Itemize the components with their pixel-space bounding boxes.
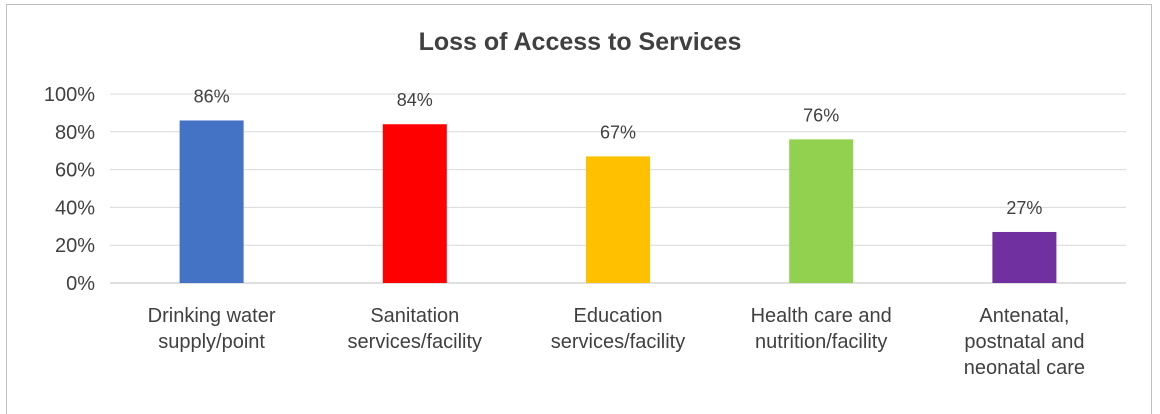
- bar: [179, 120, 244, 284]
- chart-title: Loss of Access to Services: [419, 28, 742, 56]
- category-label: Education services/facility: [551, 305, 685, 353]
- y-tick-label: 60%: [55, 160, 95, 182]
- y-tick-label: 80%: [55, 122, 95, 144]
- data-labels: 86% 84% 67% 76% 27%: [194, 86, 1043, 218]
- category-label: Health care and nutrition/facility: [751, 305, 892, 353]
- bar-chart: Loss of Access to Services 0% 20% 40% 60% 80…: [44, 28, 1126, 379]
- data-label: 84%: [397, 90, 433, 110]
- category-labels: Drinking water supply/point Sanitation serv…: [148, 305, 1085, 379]
- y-tick-label: 100%: [44, 84, 95, 106]
- bars: [179, 120, 1057, 284]
- data-label: 27%: [1006, 198, 1042, 218]
- bar: [586, 156, 650, 283]
- bar: [992, 231, 1057, 283]
- category-label: Drinking water supply/point: [148, 305, 276, 353]
- y-tick-label: 0%: [66, 273, 95, 295]
- category-label: Antenatal, postnatal and neonatal care: [964, 305, 1085, 379]
- y-tick-label: 20%: [55, 235, 95, 257]
- y-tick-label: 40%: [55, 197, 95, 219]
- data-label: 67%: [600, 122, 636, 142]
- category-label: Sanitation services/facility: [348, 305, 482, 353]
- data-label: 86%: [194, 86, 230, 106]
- data-label: 76%: [803, 105, 839, 125]
- bar: [789, 139, 854, 283]
- y-axis-ticks: 0% 20% 40% 60% 80% 100%: [44, 84, 95, 295]
- bar: [382, 124, 447, 284]
